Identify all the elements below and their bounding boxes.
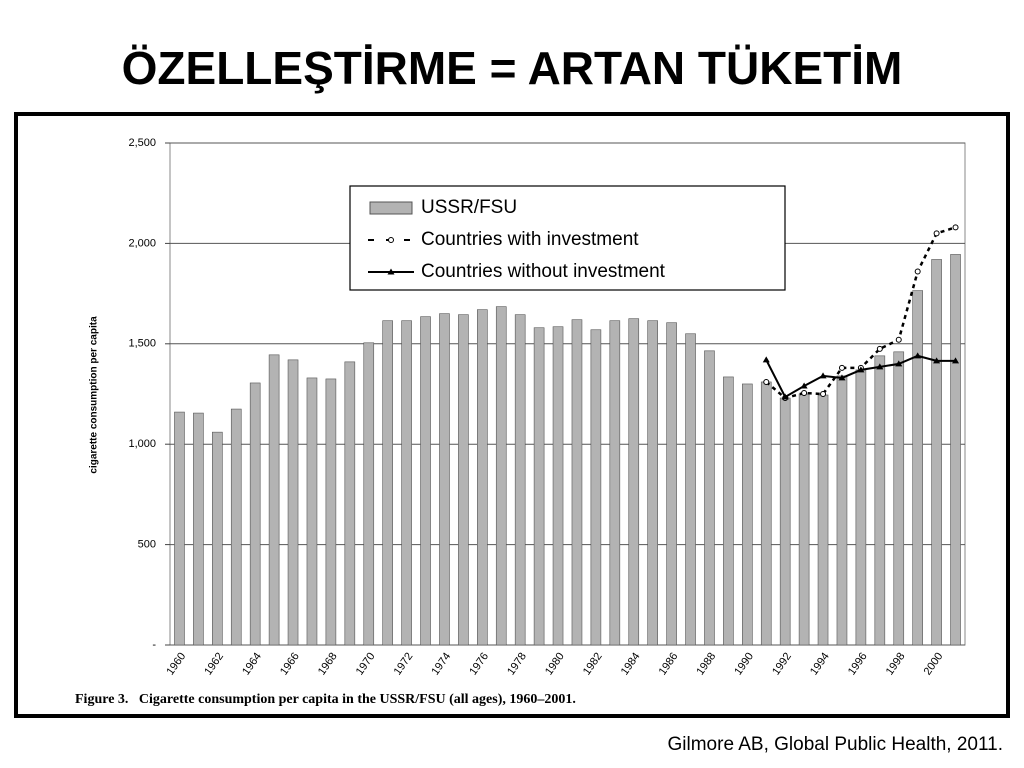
y-tick-label: - xyxy=(152,639,156,651)
source: Gilmore AB, Global Public Health, 2011. xyxy=(668,734,1004,755)
bar xyxy=(306,377,318,646)
bar xyxy=(609,320,621,646)
marker xyxy=(895,360,903,367)
marker xyxy=(763,378,770,385)
legend: USSR/FSU Countries with investment Countri… xyxy=(349,185,786,291)
marker xyxy=(933,357,941,364)
bar xyxy=(798,393,810,646)
bar xyxy=(287,359,299,646)
marker xyxy=(914,352,922,359)
marker xyxy=(914,268,921,275)
bar xyxy=(760,381,772,646)
bar xyxy=(477,309,488,646)
bar xyxy=(382,320,393,646)
bar xyxy=(212,431,223,646)
slide-title: ÖZELLEŞTİRME = ARTAN TÜKETİM xyxy=(122,42,903,94)
y-tick-label: 1,500 xyxy=(128,338,156,350)
bar xyxy=(401,320,412,646)
legend-marker xyxy=(388,237,394,243)
bar xyxy=(193,412,204,646)
bar xyxy=(628,318,640,646)
bar xyxy=(344,361,356,646)
bar xyxy=(249,382,261,646)
bar xyxy=(723,376,734,646)
marker xyxy=(781,393,789,400)
bar xyxy=(325,378,337,646)
bar xyxy=(742,383,753,646)
bar xyxy=(363,342,375,646)
y-axis-label: cigarette consumption per capita xyxy=(89,316,100,474)
bar xyxy=(439,313,450,646)
bar xyxy=(571,319,583,646)
legend-label: Countries without investment xyxy=(421,261,666,282)
marker xyxy=(838,374,846,381)
marker xyxy=(895,336,902,343)
bar xyxy=(174,411,185,646)
bar xyxy=(647,320,658,646)
bar xyxy=(893,351,905,646)
legend-label: USSR/FSU xyxy=(421,197,517,218)
bar xyxy=(912,290,923,646)
marker xyxy=(820,391,827,397)
marker xyxy=(801,389,808,396)
marker xyxy=(762,356,770,363)
marker xyxy=(857,366,865,373)
y-tick-label: 500 xyxy=(138,539,156,551)
legend-box xyxy=(349,185,786,291)
bar xyxy=(268,354,280,646)
y-tick-label: 2,500 xyxy=(128,137,156,149)
bar xyxy=(420,316,431,646)
bar xyxy=(950,254,961,646)
y-tick-label: 2,000 xyxy=(128,237,156,249)
bar xyxy=(817,394,829,646)
legend-marker xyxy=(387,268,395,275)
figure-caption: Figure 3. Cigarette consumption per capi… xyxy=(75,692,576,707)
marker xyxy=(876,345,883,352)
legend-label: Countries with investment xyxy=(421,229,639,250)
bar xyxy=(590,329,602,646)
bar xyxy=(495,306,507,646)
marker xyxy=(952,224,959,231)
marker xyxy=(819,372,827,379)
legend-swatch xyxy=(369,201,413,215)
bar xyxy=(931,259,942,646)
marker xyxy=(933,230,940,237)
bar xyxy=(874,355,886,646)
marker xyxy=(876,363,884,370)
bar xyxy=(685,333,696,646)
y-tick-label: 1,000 xyxy=(128,438,156,450)
bar xyxy=(458,314,469,646)
bar xyxy=(230,408,242,646)
bar xyxy=(779,397,791,646)
bar xyxy=(836,375,848,646)
marker xyxy=(952,357,960,364)
marker xyxy=(800,382,808,389)
bar xyxy=(533,327,545,646)
marker xyxy=(838,364,845,371)
bar xyxy=(552,326,564,646)
bar xyxy=(704,350,715,646)
bar xyxy=(514,314,526,646)
bar xyxy=(855,369,867,646)
bar xyxy=(666,322,677,646)
